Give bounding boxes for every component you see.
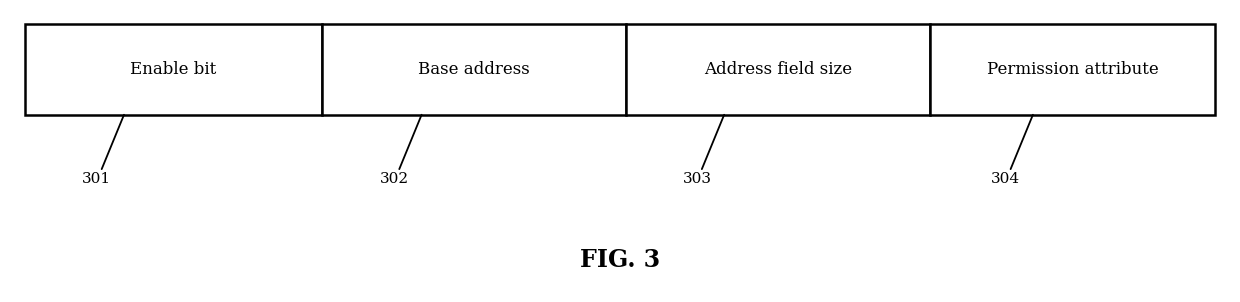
Bar — [322, 24, 626, 115]
Bar — [930, 24, 1215, 115]
Text: FIG. 3: FIG. 3 — [580, 248, 660, 272]
Text: 303: 303 — [682, 172, 712, 186]
Text: Enable bit: Enable bit — [130, 61, 217, 78]
Text: 304: 304 — [991, 172, 1021, 186]
Text: Permission attribute: Permission attribute — [987, 61, 1158, 78]
Text: Address field size: Address field size — [704, 61, 852, 78]
Text: 301: 301 — [82, 172, 112, 186]
Bar — [25, 24, 322, 115]
Text: 302: 302 — [379, 172, 409, 186]
Bar — [626, 24, 930, 115]
Text: Base address: Base address — [418, 61, 531, 78]
